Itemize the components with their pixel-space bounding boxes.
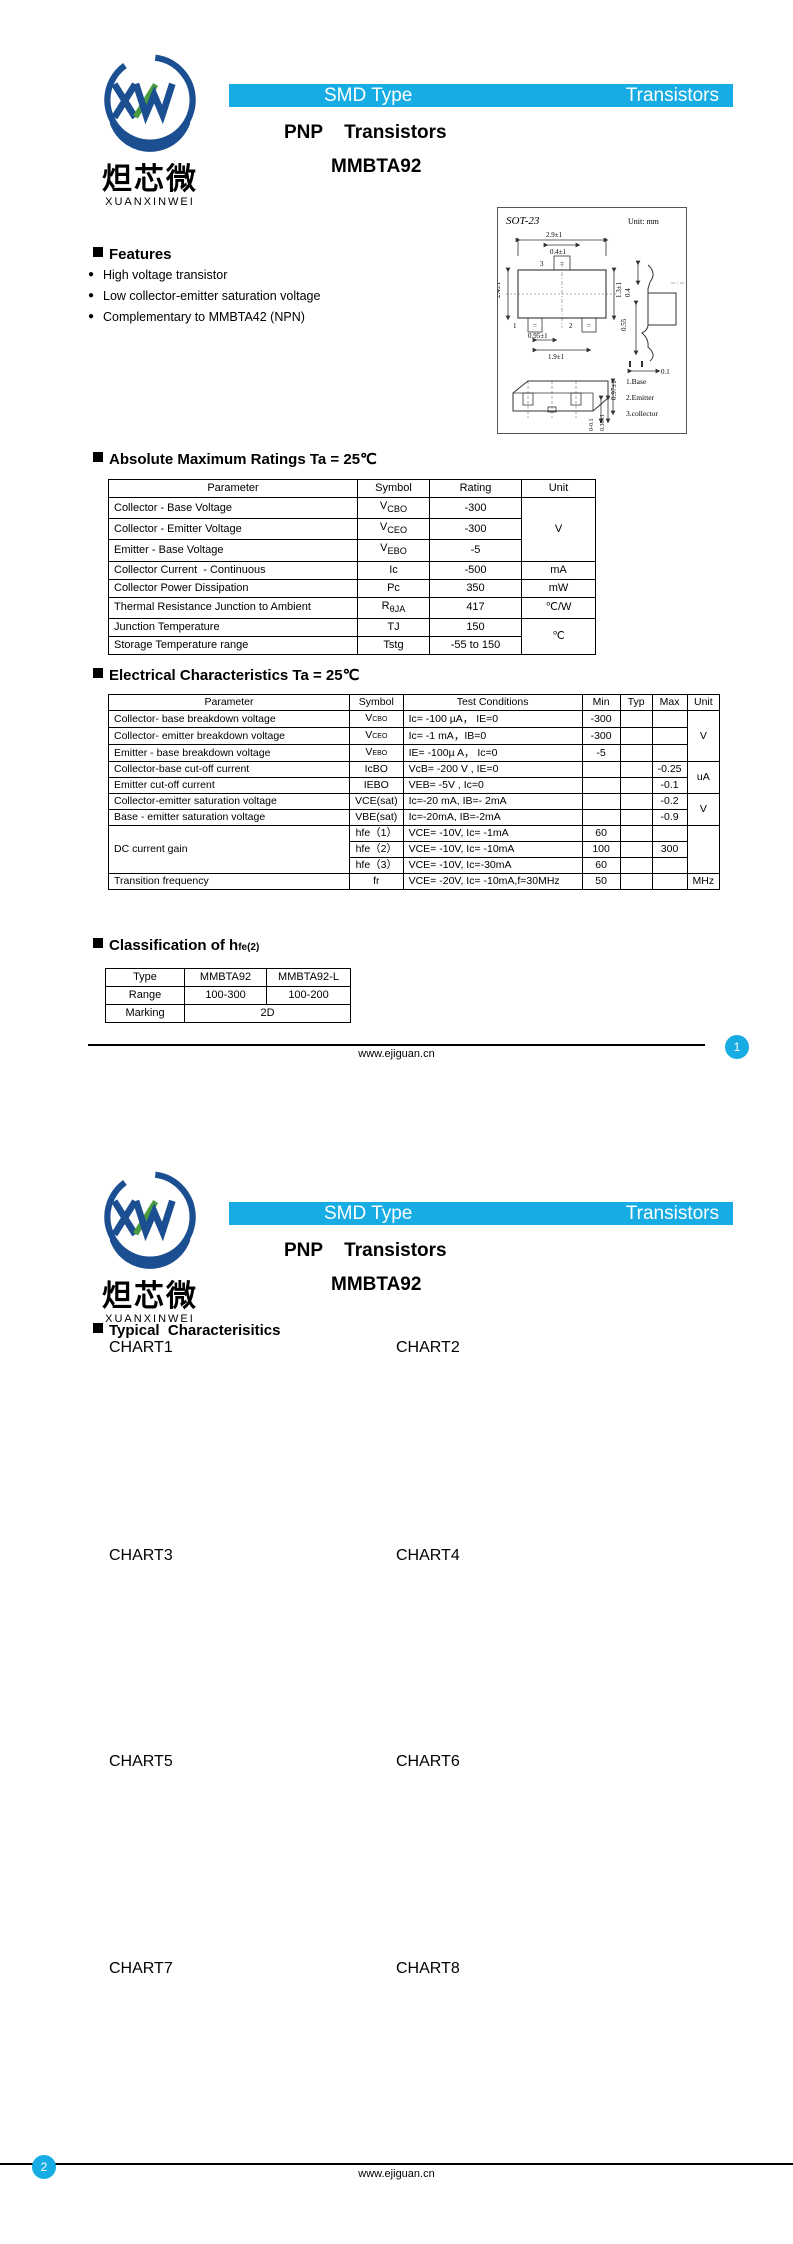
- svg-text:=: =: [533, 322, 537, 330]
- svg-text:=: =: [587, 322, 591, 330]
- svg-text:1.9±1: 1.9±1: [548, 353, 565, 361]
- svg-text:0.4±1: 0.4±1: [550, 248, 567, 256]
- svg-text:2.9±1: 2.9±1: [546, 231, 563, 239]
- svg-text:2: 2: [569, 322, 573, 330]
- svg-text:0.97±1: 0.97±1: [610, 380, 618, 400]
- svg-text:1.3±1: 1.3±1: [615, 281, 623, 298]
- svg-text:3.collector: 3.collector: [626, 409, 658, 418]
- svg-text:Unit: mm: Unit: mm: [628, 217, 660, 226]
- svg-text:2.Emitter: 2.Emitter: [626, 393, 655, 402]
- svg-text:0.4: 0.4: [624, 288, 632, 297]
- svg-text:0-0.1: 0-0.1: [589, 419, 595, 432]
- svg-text:3: 3: [540, 260, 544, 268]
- svg-text:0.95±1: 0.95±1: [528, 332, 548, 340]
- svg-text:SOT-23: SOT-23: [506, 215, 540, 227]
- svg-text:1.Base: 1.Base: [626, 377, 647, 386]
- svg-text:0.38±1: 0.38±1: [600, 414, 606, 431]
- svg-text:0.1: 0.1: [661, 368, 670, 376]
- svg-text:0.55: 0.55: [620, 318, 628, 331]
- svg-text:2.4±1: 2.4±1: [498, 281, 502, 298]
- svg-text:1: 1: [513, 322, 517, 330]
